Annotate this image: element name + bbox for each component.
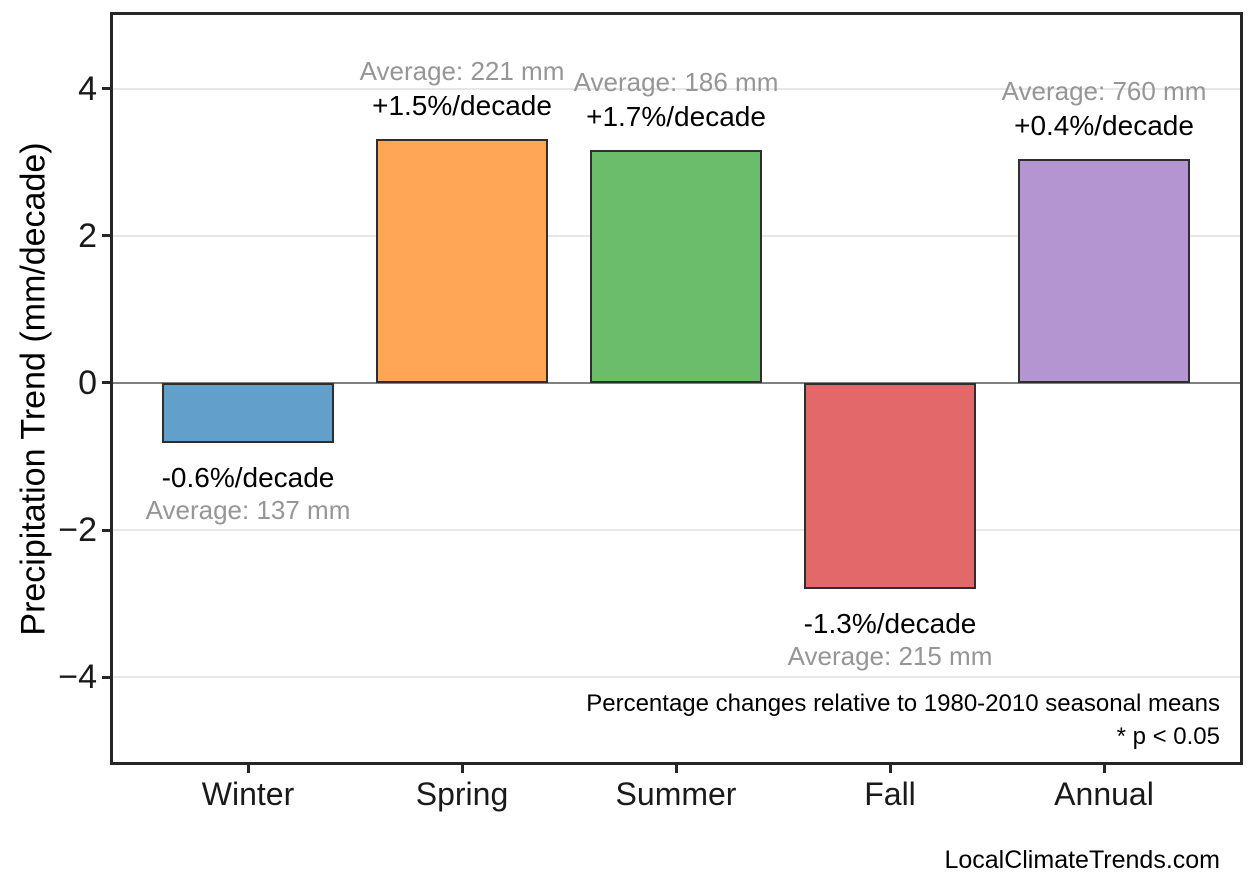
average-label-spring: Average: 221 mm: [359, 55, 565, 86]
gridline-y-2: [113, 529, 1240, 532]
ytick-mark-y4: [102, 87, 110, 91]
trend-label-annual: +0.4%/decade: [1014, 110, 1194, 142]
xtick-label-winter: Winter: [201, 776, 295, 812]
average-label-winter: Average: 137 mm: [145, 495, 351, 526]
ytick-mark-y0: [102, 381, 110, 385]
footnote-line-2: * p < 0.05: [1116, 723, 1220, 750]
trend-label-fall: -1.3%/decade: [803, 608, 977, 640]
plot-area: Percentage changes relative to 1980-2010…: [110, 12, 1243, 765]
ytick-label-y0: 0: [78, 363, 97, 402]
bar-annual: [1018, 159, 1190, 383]
xtick-label-summer: Summer: [615, 776, 737, 812]
trend-label-summer: +1.7%/decade: [586, 101, 766, 133]
watermark: LocalClimateTrends.com: [944, 846, 1220, 874]
xtick-mark-winter: [246, 765, 250, 773]
gridline-y-4: [113, 676, 1240, 679]
zero-line: [113, 381, 1240, 384]
trend-label-spring: +1.5%/decade: [372, 89, 552, 121]
ytick-mark-y-2: [102, 528, 110, 532]
average-label-annual: Average: 760 mm: [1001, 76, 1207, 107]
trend-label-winter: -0.6%/decade: [161, 462, 335, 494]
footnote-block: Percentage changes relative to 1980-2010…: [586, 687, 1220, 753]
ytick-label-y2: 2: [78, 216, 97, 255]
footnote-line-1: Percentage changes relative to 1980-2010…: [586, 690, 1220, 717]
xtick-mark-annual: [1102, 765, 1106, 773]
xtick-label-spring: Spring: [415, 776, 509, 812]
xtick-label-annual: Annual: [1054, 776, 1154, 812]
xtick-label-fall: Fall: [864, 776, 916, 812]
ytick-label-y-2: −2: [58, 511, 97, 550]
average-label-fall: Average: 215 mm: [787, 641, 993, 672]
xtick-mark-spring: [460, 765, 464, 773]
bar-summer: [590, 150, 762, 383]
bar-spring: [376, 138, 548, 383]
bar-fall: [804, 382, 976, 590]
xtick-mark-fall: [888, 765, 892, 773]
ytick-label-y4: 4: [78, 69, 97, 108]
ytick-label-y-4: −4: [58, 658, 97, 697]
average-label-summer: Average: 186 mm: [573, 67, 779, 98]
ytick-mark-y2: [102, 234, 110, 238]
ytick-mark-y-4: [102, 675, 110, 679]
xtick-mark-summer: [674, 765, 678, 773]
gridline-y4: [113, 87, 1240, 90]
bar-winter: [162, 382, 334, 444]
